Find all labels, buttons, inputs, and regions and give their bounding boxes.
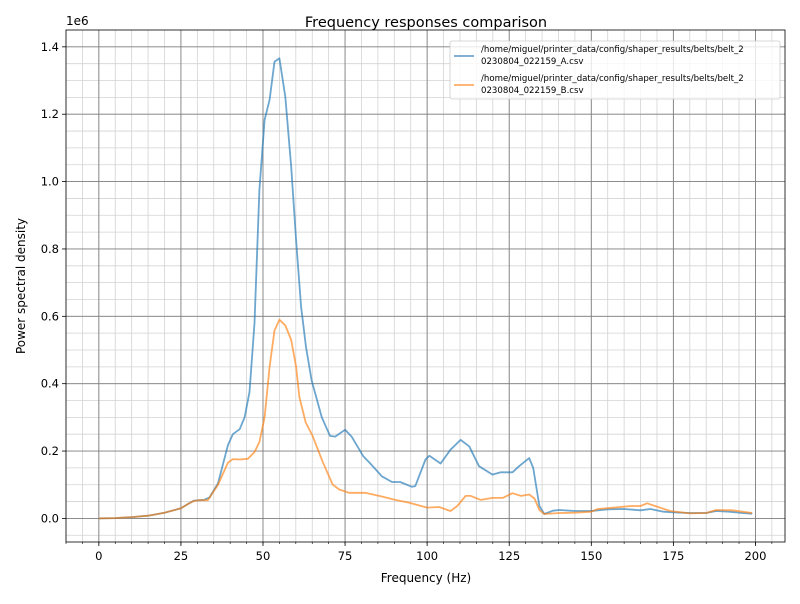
chart-title: Frequency responses comparison: [305, 15, 547, 31]
x-tick-label: 200: [744, 549, 766, 563]
legend-box: [449, 40, 781, 100]
y-tick-label: 0.6: [41, 309, 59, 323]
x-axis-label: Frequency (Hz): [381, 571, 472, 585]
y-tick-label: 1.4: [41, 40, 59, 54]
y-tick-label: 0.0: [41, 511, 59, 525]
y-tick-label: 0.8: [41, 242, 59, 256]
series-line-b: [98, 318, 753, 520]
x-tick-label: 50: [256, 549, 271, 563]
x-tick-label: 25: [174, 549, 189, 563]
legend-label-b-line2: 0230804_022159_B.csv: [481, 86, 584, 96]
x-tick-label: 175: [662, 549, 684, 563]
y-tick-label: 1.0: [41, 175, 59, 189]
x-tick-label: 100: [416, 549, 438, 563]
legend-label-a-line1: /home/miguel/printer_data/config/shaper_…: [481, 45, 744, 55]
grid: [65, 30, 785, 542]
x-tick-label: 150: [580, 549, 602, 563]
x-axis: 0 25 50 75 100 125 150 175 200: [65, 542, 773, 563]
y-axis: 0.0 0.2 0.4 0.6 0.8 1.0 1.2 1.4: [41, 40, 66, 525]
x-tick-label: 75: [338, 549, 353, 563]
y-offset-label: 1e6: [66, 14, 89, 28]
plot-frame: [65, 29, 786, 543]
y-tick-label: 0.2: [41, 444, 59, 458]
x-tick-label: 125: [498, 549, 520, 563]
y-axis-label: Power spectral density: [14, 218, 28, 354]
y-tick-label: 0.4: [41, 377, 59, 391]
legend-label-a-line2: 0230804_022159_A.csv: [481, 57, 583, 67]
series-line-a: [98, 57, 753, 520]
y-tick-label: 1.2: [41, 107, 59, 121]
series-lines: [98, 57, 753, 520]
legend-label-b-line1: /home/miguel/printer_data/config/shaper_…: [481, 74, 744, 84]
x-tick-label: 0: [95, 549, 102, 563]
legend: /home/miguel/printer_data/config/shaper_…: [449, 40, 781, 100]
